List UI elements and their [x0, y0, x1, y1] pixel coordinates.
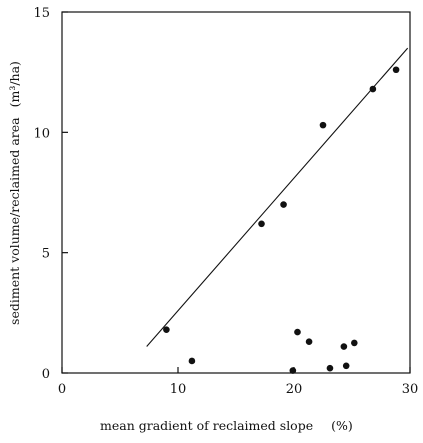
y-axis-label-text: sediment volume/reclaimed area	[7, 117, 22, 325]
x-axis-label-text: mean gradient of reclaimed slope	[100, 418, 313, 433]
data-point	[319, 121, 327, 129]
y-axis-unit: (m³/ha)	[7, 61, 22, 107]
data-point	[188, 357, 196, 365]
data-point	[369, 85, 377, 93]
data-point	[280, 201, 287, 208]
data-point	[294, 328, 301, 336]
axis-ticks	[61, 11, 411, 374]
y-tick-label: 15	[33, 6, 50, 21]
plot-frame	[61, 11, 411, 374]
x-axis-unit: (%)	[331, 418, 353, 433]
data-point	[258, 220, 265, 228]
data-point	[289, 367, 297, 374]
data-point	[163, 326, 170, 333]
data-point	[342, 362, 350, 370]
y-tick-label: 5	[42, 247, 50, 262]
y-tick-label: 0	[42, 367, 50, 382]
y-tick-label: 10	[33, 126, 50, 141]
y-axis-label: sediment volume/reclaimed area (m³/ha)	[7, 61, 22, 325]
data-points	[163, 66, 400, 374]
x-tick-label: 10	[170, 382, 187, 397]
data-point	[305, 338, 313, 346]
data-point	[340, 343, 348, 350]
data-point	[392, 66, 400, 74]
data-point	[351, 339, 358, 347]
trend-line	[146, 47, 409, 347]
x-tick-label: 0	[58, 382, 66, 397]
tick-labels: 0 10 20 30 0 5 10 15	[33, 6, 418, 397]
x-axis-label: mean gradient of reclaimed slope (%)	[100, 418, 353, 433]
x-tick-label: 30	[402, 382, 419, 397]
x-tick-label: 20	[286, 382, 303, 397]
data-point	[326, 364, 334, 372]
